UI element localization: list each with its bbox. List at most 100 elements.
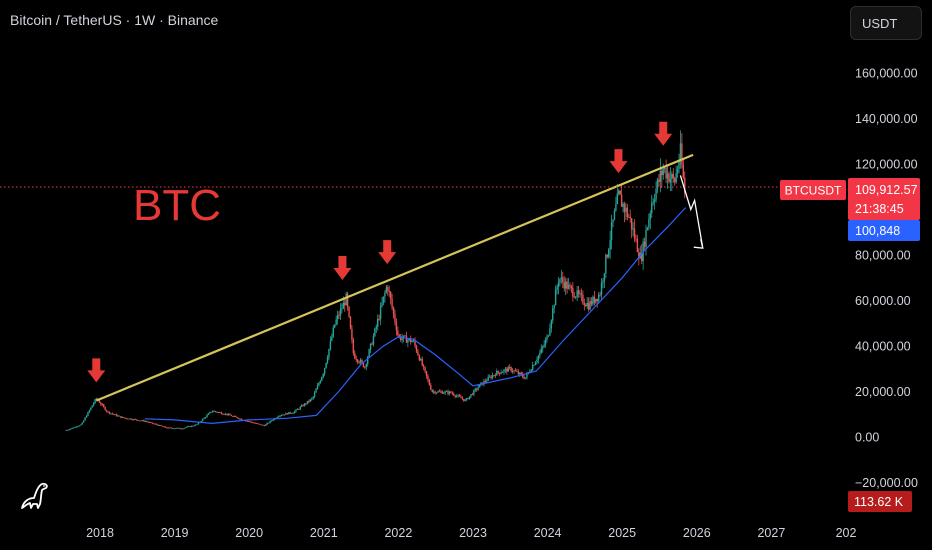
candle-body — [196, 424, 198, 426]
x-axis[interactable]: 2018 2019 2020 2021 2022 2023 2024 2025 2026 2027… — [86, 526, 856, 540]
candle-body — [171, 428, 174, 429]
candle-body — [476, 388, 478, 390]
ma-value: 100,848 — [855, 224, 900, 238]
candle-body — [339, 308, 342, 316]
candle-body — [174, 428, 177, 430]
candle-body — [203, 417, 205, 419]
candle-body — [622, 203, 624, 207]
x-tick-label: 2022 — [384, 526, 412, 540]
candle-body — [163, 426, 165, 428]
candle-body — [210, 411, 213, 413]
candle-body — [457, 395, 459, 397]
candle-body — [305, 403, 307, 405]
symbol-tag: BTCUSDT — [780, 180, 846, 200]
dinosaur-logo-icon[interactable] — [18, 478, 52, 512]
candle-body — [84, 417, 86, 421]
candle-body — [674, 178, 676, 183]
down-arrow-marker[interactable] — [87, 358, 106, 383]
candle-body — [530, 370, 532, 372]
candle-body — [78, 425, 81, 427]
candle-body — [157, 424, 159, 426]
projection-arrow[interactable] — [679, 175, 704, 249]
candle-body — [411, 341, 413, 343]
candle-body — [658, 179, 660, 182]
candle-body — [189, 426, 191, 428]
candle-body — [387, 287, 389, 292]
candle-body — [108, 411, 111, 414]
candle-body — [643, 241, 646, 247]
candle-body — [260, 424, 263, 426]
candle-body — [87, 412, 89, 417]
candle-body — [107, 411, 109, 413]
candle-body — [179, 427, 181, 429]
candle-body — [478, 384, 481, 388]
candle-body — [166, 427, 168, 429]
btc-annotation[interactable]: BTC — [133, 181, 221, 230]
candle-body — [138, 420, 141, 422]
candle-body — [256, 423, 258, 424]
candle-body — [207, 413, 210, 415]
candle-body — [663, 168, 666, 169]
candle-body — [313, 392, 316, 397]
candle-body — [509, 367, 511, 368]
candle-body — [609, 240, 611, 250]
resistance-trendline[interactable] — [95, 153, 694, 402]
candle-body — [451, 392, 454, 394]
candle-body — [319, 380, 322, 384]
candle-body — [216, 411, 218, 413]
candle-body — [302, 405, 304, 407]
candle-body — [156, 424, 158, 425]
down-arrow-marker[interactable] — [378, 240, 397, 265]
candle-body — [415, 345, 418, 352]
candle-body — [491, 375, 494, 379]
candle-body — [161, 425, 164, 427]
candle-body — [88, 410, 91, 413]
candle-body — [632, 228, 634, 230]
candle-body — [184, 427, 187, 429]
x-tick-label: 2023 — [459, 526, 487, 540]
y-axis[interactable]: 160,000.00 140,000.00 120,000.00 80,000.00 6… — [855, 67, 918, 491]
candle-body — [255, 423, 257, 424]
candle-body — [355, 358, 357, 360]
down-arrow-marker[interactable] — [654, 121, 673, 146]
candle-body — [486, 380, 488, 382]
candle-body — [506, 368, 508, 372]
candle-body — [246, 420, 248, 422]
candle-body — [364, 366, 366, 368]
candle-body — [222, 413, 224, 415]
candle-body — [592, 296, 594, 305]
candle-body — [127, 418, 129, 420]
candle-body — [306, 401, 309, 404]
candle-body — [226, 413, 228, 415]
down-arrow-marker[interactable] — [333, 256, 352, 281]
candle-body — [461, 398, 464, 400]
candle-body — [564, 281, 567, 289]
y-tick-label: 80,000.00 — [855, 249, 911, 263]
candle-body — [536, 359, 538, 363]
candle-body — [487, 377, 489, 381]
candle-body — [144, 421, 147, 423]
candle-body — [600, 282, 603, 295]
candle-body — [504, 368, 507, 370]
candle-body — [266, 423, 268, 425]
currency-selector[interactable]: USDT — [850, 6, 922, 40]
candle-body — [484, 381, 487, 382]
down-arrow-marker[interactable] — [609, 149, 628, 174]
candle-body — [534, 362, 537, 365]
candle-body — [427, 376, 429, 381]
candle-body — [540, 348, 542, 353]
candle-body — [513, 370, 515, 372]
candle-body — [454, 395, 456, 397]
candle-body — [665, 168, 667, 179]
candle-body — [389, 291, 392, 299]
candle-body — [392, 307, 395, 314]
candle-body — [233, 416, 235, 417]
x-tick-label: 2026 — [683, 526, 711, 540]
candle-body — [328, 348, 330, 358]
candle-body — [67, 429, 69, 431]
candle-body — [438, 391, 441, 393]
candle-body — [193, 425, 195, 427]
ma-value-tag: 100,848 — [848, 220, 920, 241]
candle-body — [154, 423, 157, 425]
